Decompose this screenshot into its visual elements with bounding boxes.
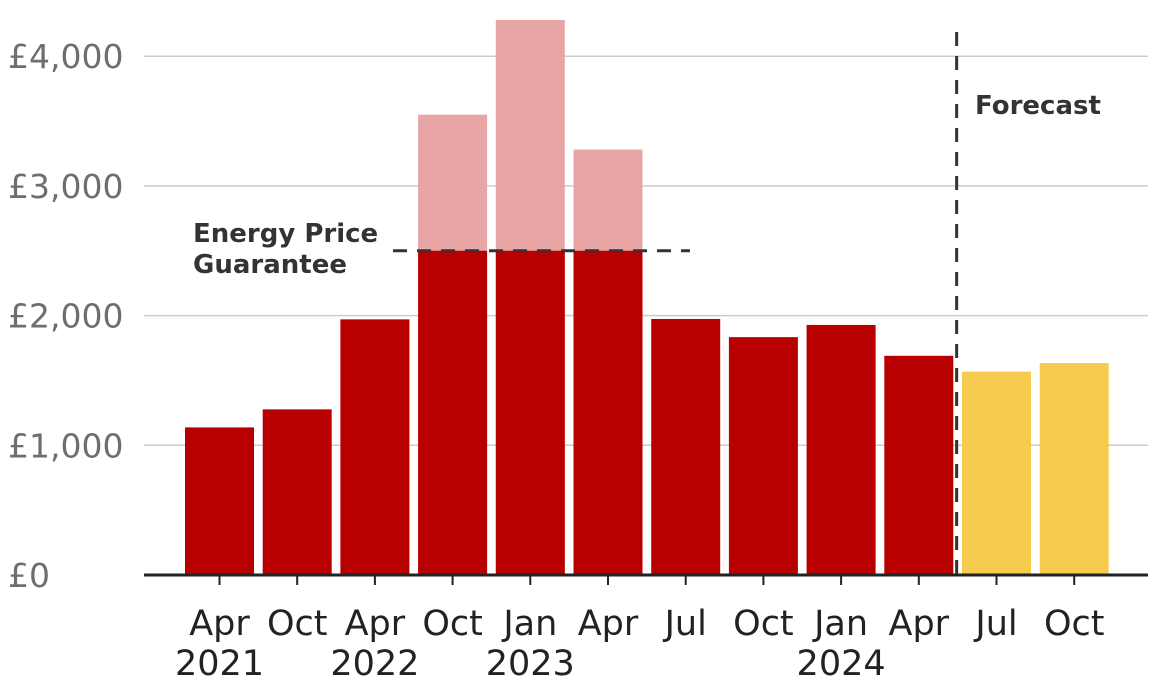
x-month-label: Jul (663, 604, 707, 644)
x-year-label: 2024 (797, 644, 886, 684)
x-month-label: Jan (812, 604, 868, 644)
y-tick-label: £0 (8, 556, 50, 595)
x-axis: Apr Oct Apr Oct Jan Apr Jul Oct Jan Apr Jul Oct2021… (144, 573, 1148, 684)
y-tick-label: £3,000 (8, 167, 123, 206)
bar (651, 318, 721, 575)
bar-forecast (1039, 363, 1109, 575)
x-month-label: Jan (501, 604, 557, 644)
x-year-label: 2023 (486, 644, 575, 684)
forecast-label: Forecast (975, 91, 1101, 121)
x-month-label: Apr (345, 604, 406, 644)
x-month-label: Jul (973, 604, 1017, 644)
y-tick-label: £4,000 (8, 37, 123, 76)
bar (262, 409, 332, 575)
bar (728, 337, 798, 575)
bars (185, 20, 1109, 576)
x-month-label: Apr (889, 604, 950, 644)
x-month-label: Oct (267, 604, 328, 644)
price-guarantee-label: Energy Price (193, 219, 378, 249)
x-month-label: Oct (733, 604, 794, 644)
bar (573, 250, 643, 575)
bar (495, 250, 565, 575)
bar (418, 250, 488, 575)
bar (185, 427, 254, 575)
x-month-label: Apr (189, 604, 250, 644)
bar-forecast (962, 371, 1031, 575)
y-tick-label: £1,000 (8, 426, 123, 465)
y-axis-ticks: £0 £1,000 £2,000 £3,000 £4,000 (8, 37, 123, 595)
x-year-label: 2021 (175, 644, 264, 684)
x-month-label: Apr (578, 604, 639, 644)
bar (340, 319, 410, 575)
x-month-label: Oct (422, 604, 483, 644)
x-month-label: Oct (1044, 604, 1105, 644)
price-guarantee-label: Guarantee (193, 250, 347, 280)
bar (806, 324, 876, 575)
bar (884, 355, 954, 575)
x-year-label: 2022 (330, 644, 419, 684)
y-tick-label: £2,000 (8, 297, 123, 336)
